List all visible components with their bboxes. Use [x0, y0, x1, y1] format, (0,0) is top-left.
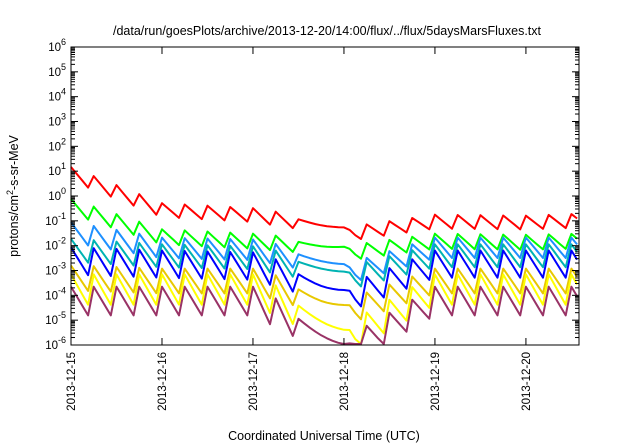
series-line-7 — [70, 273, 578, 345]
y-tick-base: 10 — [48, 92, 61, 104]
series-line-3 — [70, 221, 578, 281]
x-tick-label: 2013-12-19 — [430, 352, 442, 411]
y-tick-exp: -1 — [58, 211, 66, 221]
y-tick-label: 10-5 — [45, 310, 66, 327]
x-tick-label: 2013-12-16 — [157, 352, 169, 411]
y-tick-label: 10-6 — [45, 335, 66, 352]
y-tick-base: 10 — [48, 67, 61, 79]
series-line-8 — [70, 285, 578, 345]
x-axis-label: Coordinated Universal Time (UTC) — [228, 429, 420, 443]
tick-layer: 10-610-510-410-310-210-11001011021031041… — [45, 37, 579, 411]
y-tick-base: 10 — [45, 315, 58, 327]
y-tick-label: 104 — [48, 87, 66, 104]
y-tick-exp: -6 — [58, 335, 66, 345]
x-tick-label: 2013-12-15 — [66, 352, 78, 411]
series-line-4 — [70, 238, 578, 288]
series-layer — [70, 166, 578, 345]
y-tick-base: 10 — [48, 191, 61, 203]
x-tick-label: 2013-12-18 — [339, 352, 351, 411]
y-tick-label: 100 — [48, 186, 66, 203]
y-tick-exp: 1 — [61, 161, 66, 171]
y-tick-label: 10-3 — [45, 261, 66, 278]
y-tick-label: 10-1 — [45, 211, 66, 228]
y-tick-exp: 2 — [61, 136, 66, 146]
y-tick-label: 101 — [48, 161, 66, 178]
x-tick-label: 2013-12-20 — [521, 352, 533, 411]
y-tick-base: 10 — [45, 216, 58, 228]
y-tick-base: 10 — [45, 340, 58, 352]
chart-title: /data/run/goesPlots/archive/2013-12-20/1… — [113, 24, 542, 38]
y-tick-exp: -3 — [58, 261, 66, 271]
y-tick-label: 10-4 — [45, 285, 66, 302]
y-tick-exp: -4 — [58, 285, 66, 295]
y-tick-exp: -2 — [58, 236, 66, 246]
y-tick-base: 10 — [48, 166, 61, 178]
series-line-5 — [70, 246, 578, 308]
y-tick-base: 10 — [48, 42, 61, 54]
y-tick-exp: 0 — [61, 186, 66, 196]
y-tick-label: 102 — [48, 136, 66, 153]
y-tick-label: 105 — [48, 62, 66, 79]
y-tick-exp: 4 — [61, 87, 66, 97]
y-tick-label: 106 — [48, 37, 66, 54]
y-tick-base: 10 — [45, 241, 58, 253]
series-line-6 — [70, 264, 578, 321]
y-tick-exp: -5 — [58, 310, 66, 320]
x-tick-label: 2013-12-17 — [248, 352, 260, 411]
y-tick-exp: 3 — [61, 112, 66, 122]
y-tick-base: 10 — [48, 141, 61, 153]
y-tick-label: 103 — [48, 112, 66, 129]
y-axis-label: protons/cm2-s-sr-MeV — [5, 134, 21, 256]
y-tick-exp: 6 — [61, 37, 66, 47]
series-line-2 — [70, 198, 578, 260]
y-tick-exp: 5 — [61, 62, 66, 72]
series-line-1 — [70, 166, 578, 240]
y-tick-base: 10 — [48, 117, 61, 129]
y-tick-base: 10 — [45, 266, 58, 278]
y-tick-label: 10-2 — [45, 236, 66, 253]
y-tick-base: 10 — [45, 290, 58, 302]
